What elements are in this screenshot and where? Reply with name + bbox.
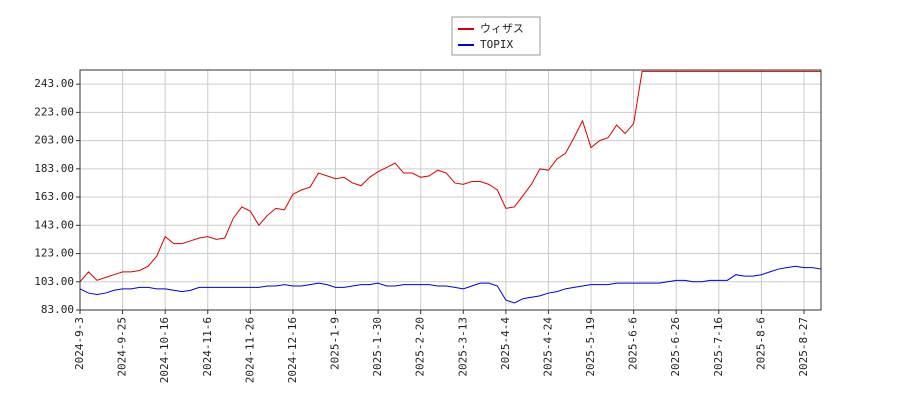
x-tick-label: 2025-4-4 <box>499 317 512 370</box>
x-tick-label: 2025-2-20 <box>414 317 427 377</box>
x-tick-label: 2025-6-26 <box>669 317 682 377</box>
x-tick-label: 2024-11-6 <box>201 317 214 377</box>
x-tick-label: 2024-10-16 <box>158 317 171 383</box>
series-line <box>79 265 822 304</box>
series-line <box>79 70 821 283</box>
x-tick-label: 2024-11-26 <box>243 317 256 383</box>
legend-label: TOPIX <box>480 38 513 51</box>
y-tick-label: 123.00 <box>34 247 74 260</box>
plot-area <box>80 70 821 310</box>
y-tick-label: 163.00 <box>34 190 74 203</box>
y-tick-label: 83.00 <box>41 303 74 316</box>
x-tick-label: 2024-9-3 <box>73 317 86 370</box>
legend-label: ウィザス <box>480 22 524 35</box>
x-tick-label: 2025-1-30 <box>371 317 384 377</box>
x-tick-label: 2025-3-13 <box>456 317 469 377</box>
y-tick-label: 243.00 <box>34 77 74 90</box>
x-tick-label: 2024-9-25 <box>116 317 129 377</box>
y-tick-label: 143.00 <box>34 218 74 231</box>
x-tick-label: 2025-6-6 <box>627 317 640 370</box>
y-tick-label: 203.00 <box>34 134 74 147</box>
x-tick-label: 2025-8-27 <box>797 317 810 377</box>
x-tick-label: 2025-8-6 <box>754 317 767 370</box>
y-tick-label: 183.00 <box>34 162 74 175</box>
legend-box <box>451 16 541 56</box>
y-tick-label: 103.00 <box>34 275 74 288</box>
x-tick-label: 2025-4-24 <box>541 317 554 377</box>
x-tick-label: 2025-7-16 <box>712 317 725 377</box>
x-tick-label: 2024-12-16 <box>286 317 299 383</box>
y-tick-label: 223.00 <box>34 105 74 118</box>
x-tick-label: 2025-1-9 <box>329 317 342 370</box>
x-tick-label: 2025-5-19 <box>584 317 597 377</box>
plot-frame <box>79 69 822 311</box>
